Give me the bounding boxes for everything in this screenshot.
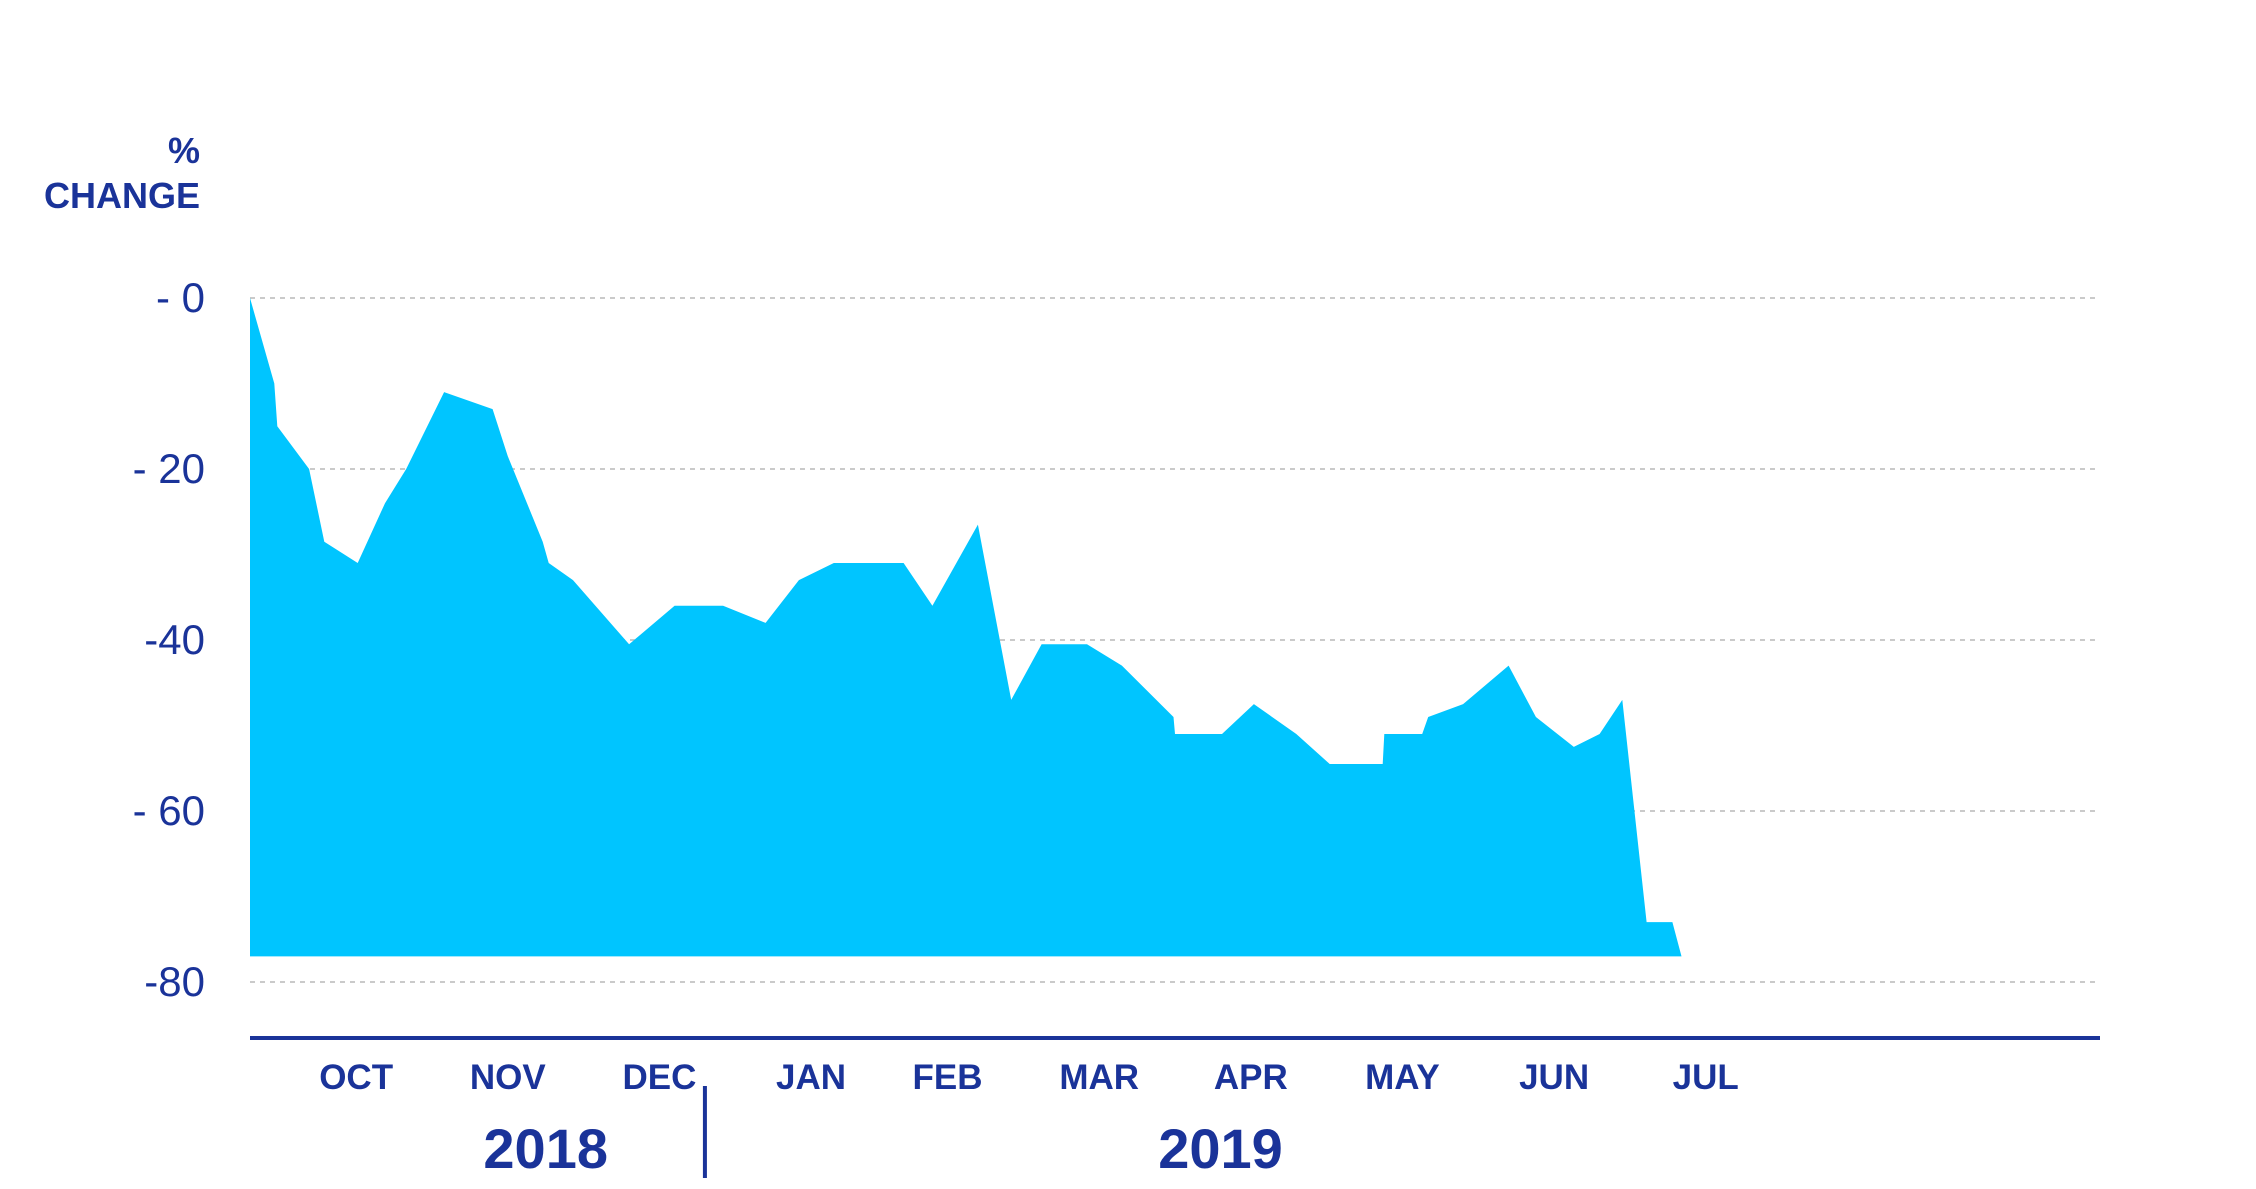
y-tick-label: - 60	[133, 787, 205, 834]
year-labels: 2018 2019	[483, 1117, 1282, 1180]
area-series	[250, 298, 1682, 957]
y-axis-ticks: - 0 - 20 -40 - 60 -80	[133, 274, 205, 1005]
x-tick-label: OCT	[319, 1058, 393, 1097]
y-tick-label: - 0	[156, 274, 205, 321]
x-tick-label: JUL	[1673, 1058, 1739, 1097]
x-tick-label: APR	[1214, 1058, 1288, 1097]
year-label: 2019	[1158, 1117, 1283, 1180]
y-tick-label: -80	[144, 958, 205, 1005]
x-tick-label: DEC	[622, 1058, 696, 1097]
y-axis-title-line2: CHANGE	[44, 175, 200, 216]
y-tick-label: - 20	[133, 445, 205, 492]
x-tick-label: JAN	[776, 1058, 846, 1097]
year-label: 2018	[483, 1117, 608, 1180]
x-tick-label: JUN	[1519, 1058, 1589, 1097]
y-axis-title-line1: %	[168, 130, 200, 171]
x-tick-label: NOV	[470, 1058, 547, 1097]
x-tick-label: MAY	[1365, 1058, 1440, 1097]
x-axis-month-labels: OCT NOV DEC JAN FEB MAR APR MAY JUN JUL	[319, 1058, 1739, 1097]
y-tick-label: -40	[144, 616, 205, 663]
x-tick-label: FEB	[913, 1058, 983, 1097]
x-tick-label: MAR	[1059, 1058, 1139, 1097]
